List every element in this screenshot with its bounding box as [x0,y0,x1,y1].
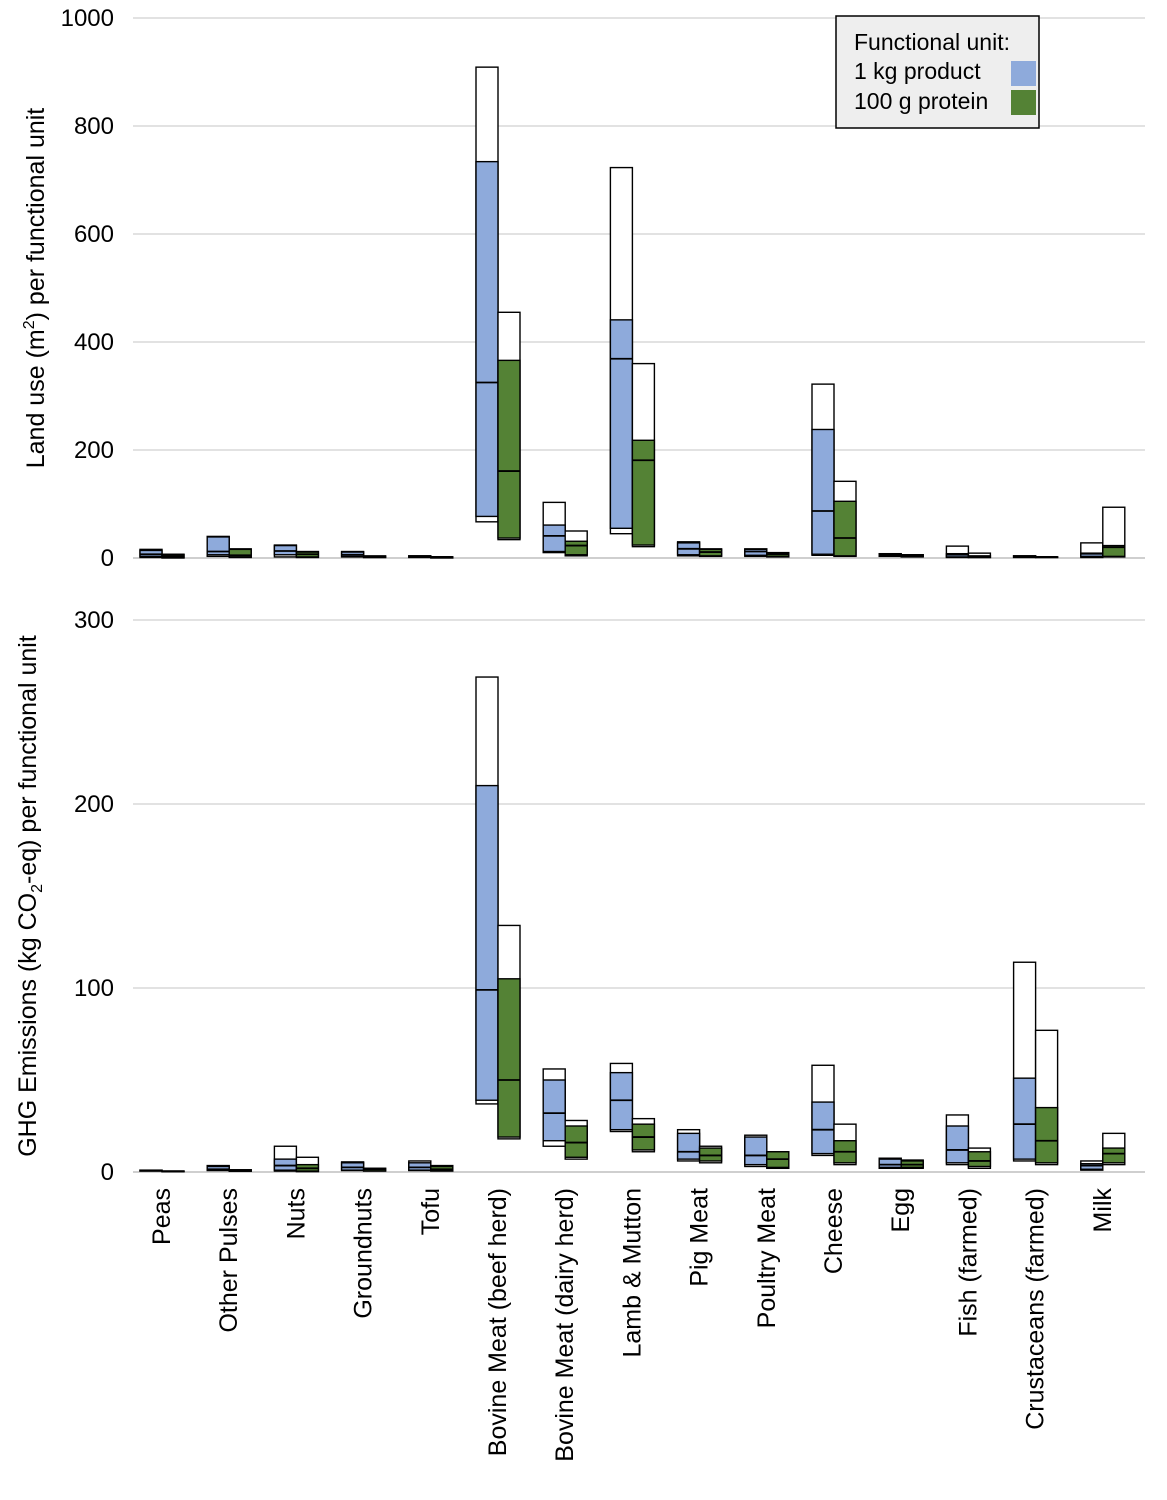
ghg-tofu-1kg-iqr-bar [408,1162,432,1171]
land-ytick-label-800: 800 [74,113,114,140]
ghg-pig-meat-1kg-iqr-bar [676,1132,701,1160]
category-label-groundnuts: Groundnuts [350,1188,378,1319]
legend-box [835,15,1040,129]
legend-swatch-1kg [1011,61,1036,86]
land-use-panel: 0 200 400 600 800 1000 Land use (m2) per funct… [21,5,1145,572]
ghg-crustaceans-farmed-1kg-iqr-bar [1012,1077,1037,1160]
legend: Functional unit: 1 kg product 100 g prot… [835,15,1040,129]
ghg-bovine-meat-dairy-herd-100g-iqr-bar [564,1125,588,1158]
land-ytick-label-600: 600 [74,221,114,248]
category-label-bovine-meat-dairy-herd: Bovine Meat (dairy herd) [551,1188,579,1462]
ghg-emissions-panel: 0 100 200 300 GHG Emissions (kg CO2-eq) per … [14,607,1145,1186]
land-bovine-meat-beef-herd-100g-iqr-bar [497,359,521,539]
ghg-nuts-1kg-iqr-bar [273,1158,298,1171]
ghg-ytick-label-0: 0 [101,1159,114,1186]
category-label-tofu: Tofu [417,1188,445,1235]
land-bovine-meat-dairy-herd-1kg-iqr-bar [542,524,566,553]
category-label-crustaceans-farmed: Crustaceans (farmed) [1022,1188,1050,1430]
category-label-cheese: Cheese [820,1188,848,1274]
land-cheese-1kg-iqr-bar [811,428,835,555]
category-label-other-pulses: Other Pulses [215,1188,243,1333]
land-cheese-100g-iqr-bar [833,500,857,557]
ghg-fish-farmed-1kg-iqr-bar [945,1125,970,1164]
category-label-peas: Peas [148,1188,176,1245]
category-label-bovine-meat-beef-herd: Bovine Meat (beef herd) [484,1188,512,1456]
land-bovine-meat-beef-herd-1kg-iqr-bar [475,160,499,518]
ghg-poultry-meat-1kg-iqr-bar [744,1136,768,1166]
ghg-other-pulses-1kg-iqr-bar [206,1165,230,1171]
category-label-nuts: Nuts [282,1188,310,1239]
ghg-bovine-meat-beef-herd-100g-iqr-bar [497,978,521,1138]
land-ytick-label-400: 400 [74,329,114,356]
ghg-milk-100g-iqr-bar [1102,1147,1126,1164]
land-other-pulses-1kg-iqr-bar [206,536,230,556]
legend-swatch-100g [1011,90,1036,115]
ghg-cheese-1kg-iqr-bar [811,1101,835,1155]
land-lamb-mutton-100g-iqr-bar [631,439,656,546]
ghg-groundnuts-1kg-iqr-bar [340,1162,365,1171]
category-label-egg: Egg [887,1188,915,1232]
category-label-milk: Milk [1089,1188,1117,1233]
ghg-lamb-mutton-1kg-iqr-bar [609,1071,634,1131]
category-label-lamb-mutton: Lamb & Mutton [618,1188,646,1358]
ghg-crustaceans-farmed-100g-iqr-bar [1034,1106,1059,1164]
ghg-fish-farmed-100g-iqr-bar [967,1151,992,1168]
ghg-y-axis-label: GHG Emissions (kg CO2-eq) per functional… [14,635,46,1157]
land-y-axis-label: Land use (m2) per functional unit [21,108,50,469]
ghg-bovine-meat-beef-herd-1kg-iqr-bar [475,784,499,1101]
land-lamb-mutton-1kg-iqr-bar [609,319,634,529]
land-ytick-label-1000: 1000 [61,5,114,32]
category-label-poultry-meat: Poultry Meat [753,1188,781,1328]
ghg-ytick-label-200: 200 [74,791,114,818]
ghg-egg-1kg-iqr-bar [878,1158,902,1169]
land-ytick-label-0: 0 [101,545,114,572]
land-bovine-meat-dairy-herd-100g-iqr-bar [564,540,588,556]
category-axis-labels: Peas Other Pulses Nuts Groundnuts Tofu Bovine… [148,1188,1117,1462]
ghg-bovine-meat-dairy-herd-1kg-iqr-bar [542,1079,566,1142]
legend-label-100g: 100 g protein [854,88,988,114]
ghg-milk-1kg-iqr-bar [1080,1163,1104,1170]
land-milk-100g-iqr-bar [1102,544,1126,558]
ghg-ytick-label-300: 300 [74,607,114,634]
ghg-ytick-label-100: 100 [74,975,114,1002]
category-label-fish-farmed: Fish (farmed) [954,1188,982,1337]
ghg-pig-meat-100g-iqr-bar [698,1147,723,1162]
land-ytick-label-200: 200 [74,437,114,464]
legend-label-1kg: 1 kg product [854,58,981,84]
category-label-pig-meat: Pig Meat [686,1188,714,1287]
legend-title: Functional unit: [854,29,1010,55]
land-other-pulses-100g-iqr-bar [228,548,252,558]
